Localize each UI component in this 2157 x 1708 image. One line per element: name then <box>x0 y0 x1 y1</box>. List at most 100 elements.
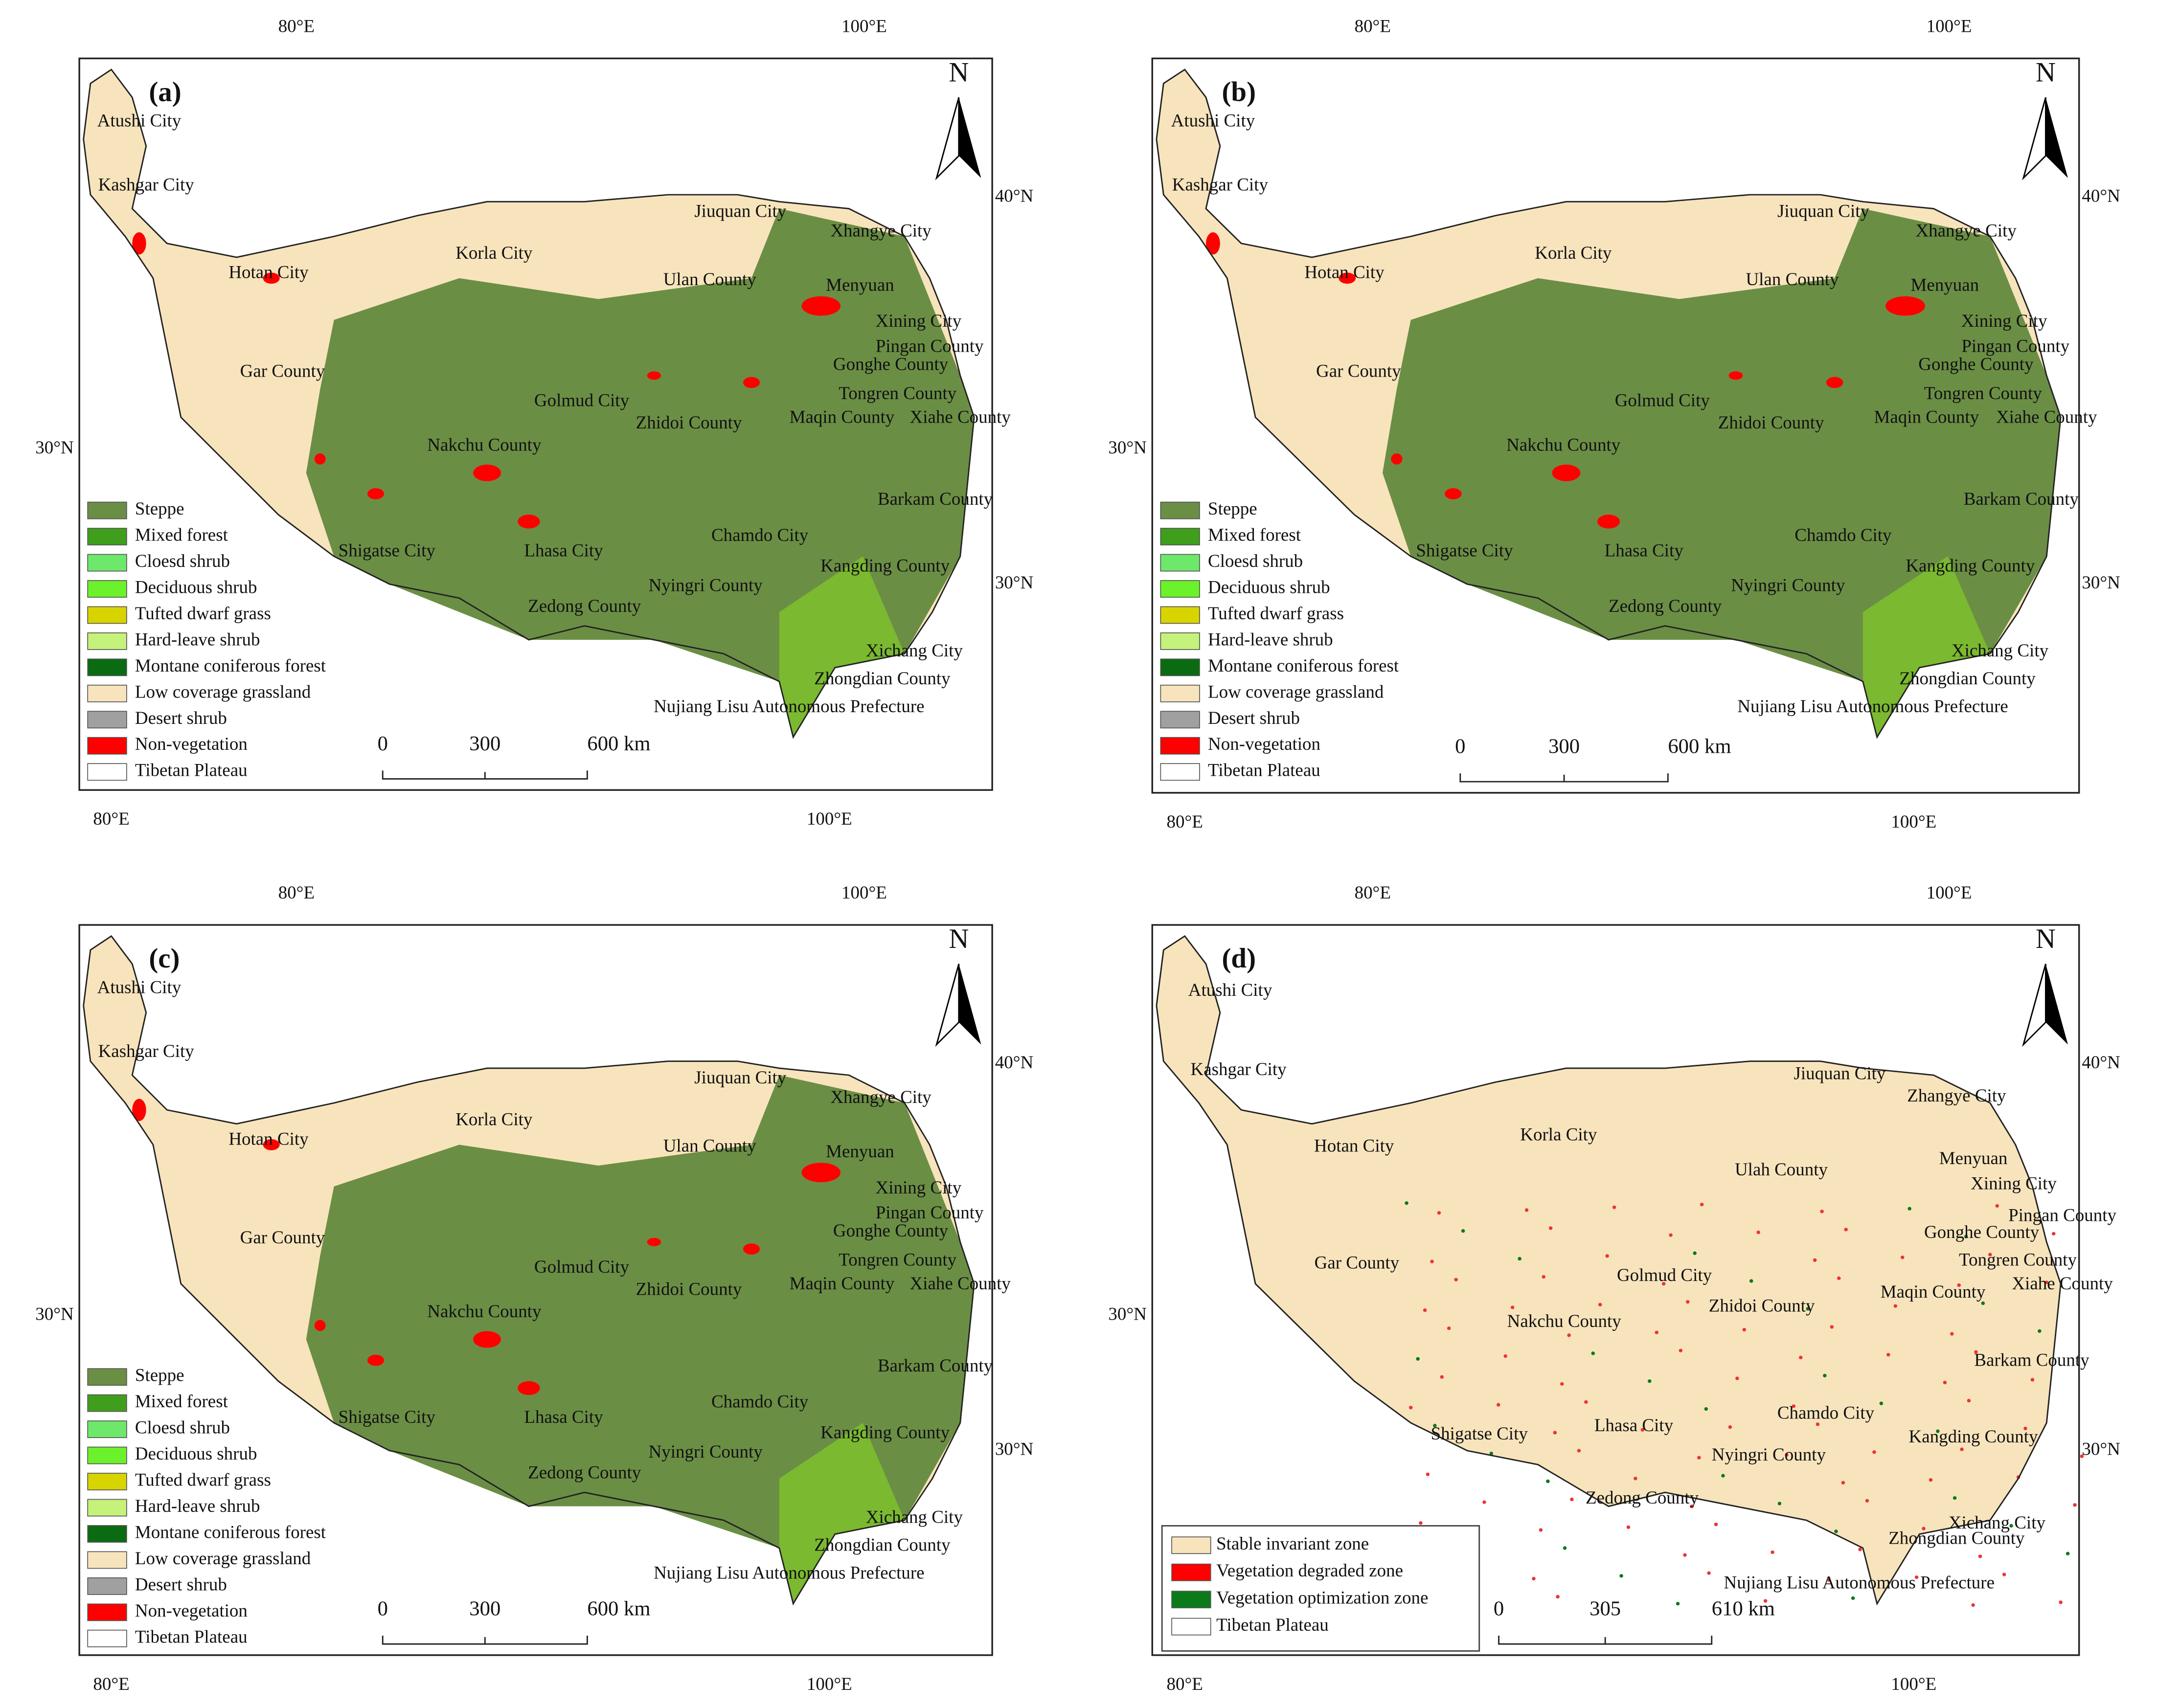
place-name: Hotan City <box>228 262 309 282</box>
latitude-label: 30°N <box>2082 1438 2120 1459</box>
north-label: N <box>2036 923 2056 954</box>
place-name: Zedong County <box>1609 596 1722 616</box>
place-name: Gar County <box>1315 1252 1400 1272</box>
scale-label: 0 <box>1494 1597 1504 1620</box>
legend-label: Stable invariant zone <box>1216 1533 1369 1553</box>
change-pixel <box>1563 1546 1567 1550</box>
latitude-label: 30°N <box>2082 572 2120 592</box>
change-pixel <box>1683 1553 1687 1557</box>
north-arrow <box>958 964 981 1045</box>
change-pixel <box>2080 1454 2084 1458</box>
change-pixel <box>1447 1326 1451 1330</box>
place-name: Maqin County <box>1874 406 1979 427</box>
place-name: Shigatse City <box>339 1407 436 1427</box>
place-name: Hotan City <box>228 1128 309 1148</box>
change-pixel <box>1426 1472 1430 1476</box>
place-name: Zhidoi County <box>636 1279 742 1299</box>
latitude-label: 30°N <box>35 437 73 457</box>
panel-label: (b) <box>1222 76 1256 107</box>
legend-swatch <box>87 1446 127 1464</box>
map-panel: (c) N 80°E 100°E 80°E 100°E 30°N 40°N 30°N Atushi… <box>35 882 1033 1694</box>
longitude-label: 80°E <box>93 809 129 829</box>
change-pixel <box>1886 1353 1890 1357</box>
place-name: Menyuan <box>826 274 894 294</box>
legend-swatch <box>1160 632 1200 650</box>
place-name: Hotan City <box>1314 1135 1394 1155</box>
legend-swatch <box>87 606 127 624</box>
change-pixel <box>1771 1550 1774 1554</box>
legend-label: Tibetan Plateau <box>135 760 248 780</box>
longitude-label: 100°E <box>1891 1674 1936 1694</box>
change-pixel <box>1721 1474 1725 1478</box>
latitude-label: 30°N <box>1108 1304 1146 1324</box>
change-pixel <box>1978 1554 1982 1558</box>
legend-label: Montane coniferous forest <box>1208 655 1399 675</box>
place-name: Nyingri County <box>649 1441 763 1461</box>
change-pixel <box>2002 1573 2006 1576</box>
change-pixel <box>1556 1595 1560 1599</box>
place-name: Ulan County <box>1746 269 1839 289</box>
place-name: Korla City <box>455 1109 533 1129</box>
legend-label: Mixed forest <box>135 525 228 545</box>
non-vegetation-patch <box>1205 232 1220 255</box>
legend-label: Low coverage grassland <box>1208 681 1384 701</box>
change-pixel <box>1553 1431 1557 1435</box>
panel-label: (a) <box>149 76 181 107</box>
change-pixel <box>1900 1255 1905 1259</box>
north-label: N <box>2036 57 2056 88</box>
legend-swatch <box>87 1394 127 1412</box>
non-vegetation-patch <box>647 371 661 380</box>
change-pixel <box>1423 1308 1427 1312</box>
legend-swatch <box>87 1473 127 1490</box>
non-vegetation-patch <box>801 1163 841 1183</box>
place-name: Zedong County <box>1586 1487 1699 1507</box>
change-pixel <box>1679 1348 1683 1352</box>
scale-label: 300 <box>469 732 500 755</box>
change-pixel <box>1707 1571 1711 1575</box>
north-arrow <box>2022 97 2046 180</box>
change-pixel <box>1497 1403 1500 1407</box>
legend-swatch <box>87 684 127 702</box>
place-name: Lhasa City <box>524 1407 603 1427</box>
place-name: Lhasa City <box>524 540 603 560</box>
legend-label: Mixed forest <box>1208 525 1301 545</box>
legend-label: Montane coniferous forest <box>135 655 326 675</box>
change-pixel <box>1851 1596 1855 1600</box>
legend-swatch <box>87 1499 127 1517</box>
place-name: Xichang City <box>866 1507 963 1527</box>
place-name: Zhongdian County <box>1888 1528 2025 1548</box>
legend-label: Cloesd shrub <box>1208 551 1303 571</box>
change-pixel <box>1612 1205 1616 1209</box>
place-name: Zhongdian County <box>814 668 951 688</box>
change-pixel <box>1858 1548 1862 1551</box>
legend-swatch <box>1171 1563 1211 1581</box>
place-name: Kashgar City <box>98 1041 195 1061</box>
legend-swatch <box>87 1420 127 1438</box>
change-pixel <box>1408 1406 1413 1410</box>
non-vegetation-patch <box>1339 272 1356 284</box>
legend-swatch <box>1171 1618 1211 1636</box>
place-name: Zedong County <box>528 1462 641 1483</box>
change-pixel <box>1546 1479 1550 1483</box>
legend-box <box>1161 1525 1480 1652</box>
legend-swatch <box>87 554 127 572</box>
place-name: Nujiang Lisu Autonomous Prefecture <box>654 1562 925 1582</box>
place-name: Xichang City <box>1952 640 2049 660</box>
place-name: Atushi City <box>1188 980 1272 1000</box>
change-pixel <box>1542 1275 1545 1279</box>
latitude-label: 30°N <box>995 1438 1033 1459</box>
change-pixel <box>1816 1422 1820 1426</box>
place-name: Xiahe County <box>910 1273 1011 1293</box>
place-name: Gar County <box>240 1227 325 1247</box>
legend-swatch <box>87 501 127 519</box>
change-pixel <box>1693 1251 1697 1255</box>
place-name: Atushi City <box>97 977 182 997</box>
place-name: Pingan County <box>876 336 984 356</box>
place-name: Gonghe County <box>833 354 949 374</box>
change-pixel <box>1626 1525 1631 1529</box>
place-name: Kangding County <box>820 1422 950 1442</box>
change-pixel <box>1907 1207 1911 1211</box>
non-vegetation-patch <box>801 296 841 316</box>
north-arrow <box>2045 97 2068 178</box>
plateau-outline <box>1156 935 2062 1606</box>
